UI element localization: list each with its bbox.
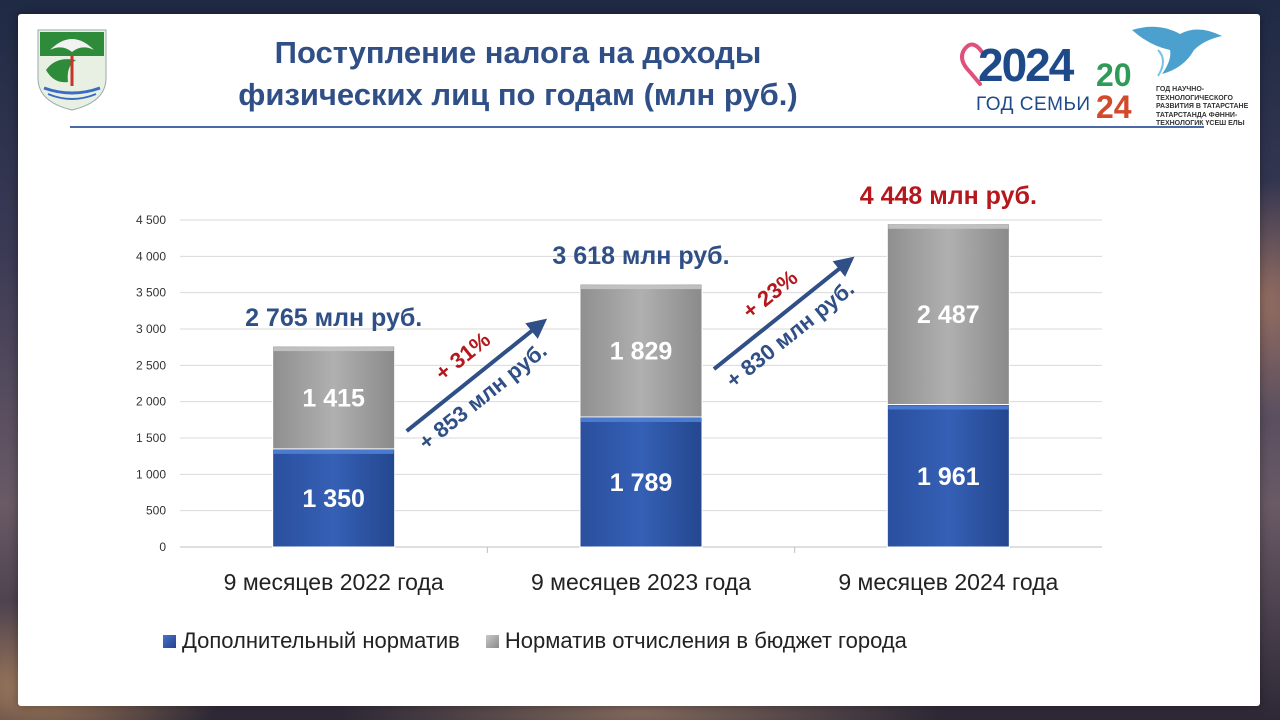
bar-city-budget-norm (886, 223, 1010, 406)
bar-additional-norm-bevel (273, 449, 394, 454)
bar-city-budget-norm-bevel (888, 224, 1009, 229)
slide-title: Поступление налога на доходы физических … (168, 32, 868, 116)
logo-year-science: 20 24 (1096, 57, 1156, 127)
bar-value-label: 1 415 (302, 384, 365, 412)
y-tick-label: 2 000 (136, 395, 166, 409)
bar-value-label: 2 487 (917, 301, 980, 329)
city-crest-logo (37, 29, 107, 111)
legend-swatch-blue (163, 634, 176, 648)
year-of-family-logo: 2024 ГОД СЕМЬИ 20 24 ГОД НАУЧНО-ТЕХНОЛОГ… (958, 20, 1258, 128)
y-tick-label: 4 000 (136, 249, 166, 263)
bar-additional-norm (886, 404, 1010, 548)
bar-value-label: 1 829 (610, 338, 673, 366)
legend-label-additional: Дополнительный норматив (182, 628, 460, 653)
bar-additional-norm (272, 448, 396, 548)
bar-city-budget-norm (579, 283, 703, 418)
y-tick-label: 1 000 (136, 467, 166, 481)
legend-item-city-budget: Норматив отчисления в бюджет города (485, 628, 907, 654)
bar-total-label: 3 618 млн руб. (552, 242, 729, 270)
bar-total-label: 2 765 млн руб. (245, 304, 422, 332)
growth-arrow (405, 318, 548, 433)
legend-label-city-budget: Норматив отчисления в бюджет города (504, 628, 907, 653)
logo-year: 2024 (978, 39, 1074, 91)
bar-value-label: 1 789 (610, 469, 673, 497)
growth-arrow (712, 256, 855, 371)
title-underline (70, 126, 1204, 128)
y-tick-label: 3 000 (136, 322, 166, 336)
bar-city-budget-norm-bevel (273, 347, 394, 352)
bar-additional-norm (579, 416, 703, 548)
bar-total-label: 4 448 млн руб. (860, 182, 1037, 210)
y-tick-label: 3 500 (136, 286, 166, 300)
title-line-1: Поступление налога на доходы (274, 35, 762, 70)
y-tick-label: 500 (146, 504, 166, 518)
heart-icon (960, 42, 984, 86)
x-category-label: 9 месяцев 2024 года (838, 569, 1058, 595)
title-line-2: физических лиц по годам (млн руб.) (238, 77, 798, 112)
y-tick-label: 1 500 (136, 431, 166, 445)
svg-text:24: 24 (1096, 89, 1132, 122)
bar-value-label: 1 350 (302, 485, 365, 513)
logo-small-caption: ГОД НАУЧНО-ТЕХНОЛОГИЧЕСКОГО РАЗВИТИЯ В Т… (1156, 86, 1249, 127)
x-category-label: 9 месяцев 2022 года (224, 569, 444, 595)
chart-legend: Дополнительный норматив Норматив отчисле… (163, 626, 933, 656)
bar-additional-norm-bevel (888, 405, 1009, 410)
logo-family-caption: ГОД СЕМЬИ (976, 94, 1091, 115)
bar-city-budget-norm (272, 345, 396, 450)
science-year-mark: 20 24 (1096, 57, 1132, 125)
bar-city-budget-norm-bevel (581, 285, 701, 290)
y-tick-label: 0 (159, 540, 166, 554)
y-tick-label: 4 500 (136, 213, 166, 227)
legend-swatch-gray (485, 634, 499, 648)
svg-text:20: 20 (1096, 58, 1132, 93)
bar-value-label: 1 961 (917, 463, 980, 491)
x-category-label: 9 месяцев 2023 года (531, 569, 751, 595)
bird-icon (1132, 26, 1222, 77)
bar-additional-norm-bevel (581, 417, 701, 422)
y-tick-label: 2 500 (136, 358, 166, 372)
legend-item-additional: Дополнительный норматив (163, 628, 460, 654)
